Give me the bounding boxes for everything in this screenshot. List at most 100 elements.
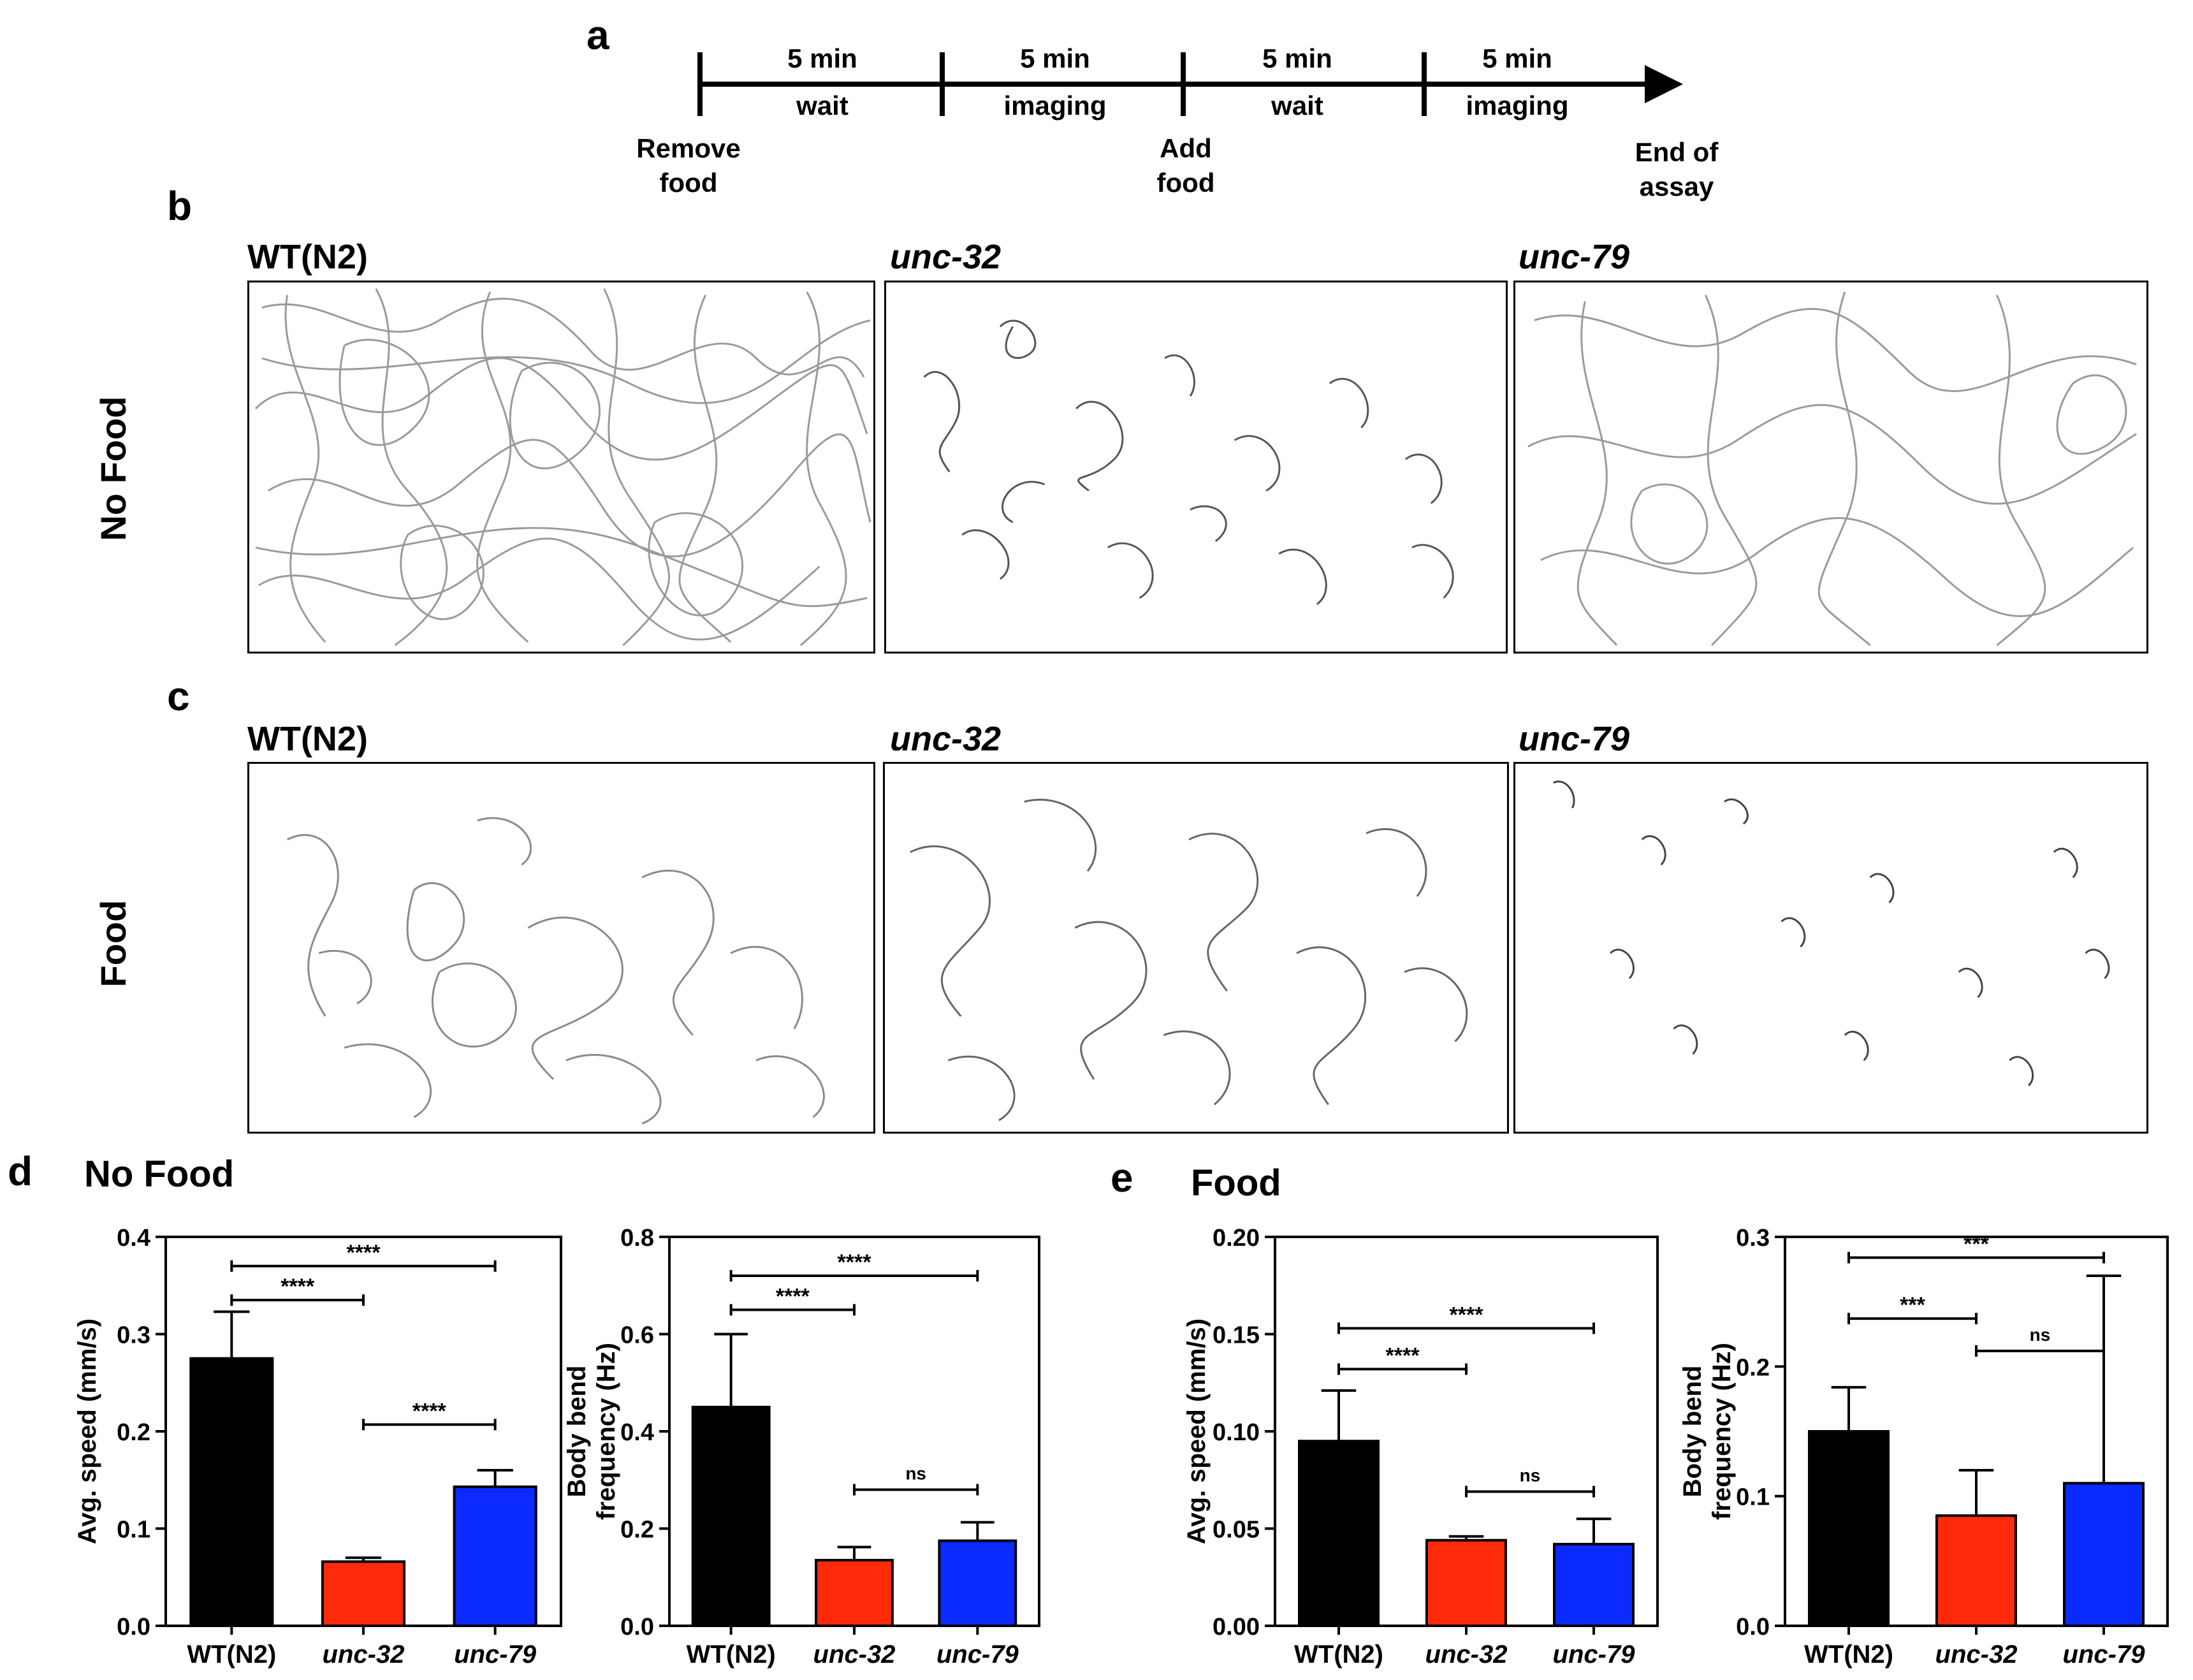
timeline-segment-1-duration: 5 min	[787, 43, 857, 73]
chart-e-bend: 0.0 0.1 0.2 0.3 Body bendfrequency (Hz) WT(N2…	[1679, 1218, 2187, 1677]
x-tick-label: unc-79	[454, 1640, 537, 1669]
bar-WT(N2)	[691, 1405, 771, 1627]
y-tick-label: 0.1	[117, 1517, 150, 1544]
bar-WT(N2)	[1808, 1430, 1890, 1627]
worm-tracks-sparse	[923, 319, 1454, 605]
chart-d-bend: 0.0 0.2 0.4 0.6 0.8 Body bendfrequency (Hz) WT…	[563, 1218, 1058, 1677]
bar-unc-32	[1425, 1538, 1507, 1627]
bar-unc-79	[1553, 1542, 1635, 1627]
significance-label: ****	[1450, 1303, 1484, 1327]
panel-label-c: c	[167, 673, 190, 719]
y-tick-label: 0.15	[1213, 1322, 1260, 1349]
significance-label: ***	[1900, 1293, 1925, 1317]
timeline-segment-1-label: wait	[796, 91, 849, 121]
chart-d-speed: 0.0 0.1 0.2 0.3 0.4 Avg. speed (mm/s) WT(N2) un…	[70, 1218, 580, 1677]
chart-e-speed: 0.00 0.05 0.10 0.15 0.20 Avg. speed (mm/s) WT(…	[1179, 1218, 1677, 1677]
bar-unc-79	[938, 1539, 1017, 1627]
section-title-no-food: No Food	[84, 1153, 235, 1195]
bar-unc-79	[2063, 1482, 2145, 1628]
significance-label: ****	[1386, 1343, 1420, 1368]
x-tick-label: unc-32	[323, 1640, 405, 1669]
y-axis-label: Body bendfrequency (Hz)	[1679, 1343, 1736, 1520]
x-tick-label: WT(N2)	[1804, 1640, 1893, 1669]
x-tick-label: unc-32	[1425, 1640, 1508, 1669]
significance-label: ns	[2030, 1325, 2051, 1345]
y-tick-label: 0.0	[1736, 1614, 1770, 1640]
timeline-event-add-food: Add food	[1156, 133, 1215, 198]
panel-label-e: e	[1111, 1155, 1133, 1201]
panel-label-d: d	[8, 1148, 33, 1194]
row-label-food: Food	[93, 900, 133, 988]
bar-WT(N2)	[189, 1357, 274, 1627]
timeline-arrow	[697, 52, 1683, 116]
timeline-segment-4-label: imaging	[1466, 91, 1569, 121]
bar-WT(N2)	[1298, 1440, 1380, 1627]
y-tick-label: 0.05	[1213, 1517, 1260, 1544]
significance-label: ns	[1520, 1466, 1541, 1486]
worm-tracks-medium	[910, 798, 1468, 1121]
track-image-wt-food	[247, 762, 875, 1134]
significance-label: ***	[1963, 1232, 1989, 1257]
y-tick-label: 0.8	[620, 1225, 654, 1252]
track-image-unc32-no-food	[884, 281, 1508, 654]
strain-label-unc32-b: unc-32	[890, 238, 1002, 276]
x-tick-label: unc-79	[2063, 1640, 2146, 1669]
strain-label-wt-b: WT(N2)	[247, 238, 368, 276]
timeline-segment-4-duration: 5 min	[1482, 43, 1552, 73]
y-axis-label: Body bendfrequency (Hz)	[563, 1343, 620, 1520]
strain-label-wt-c: WT(N2)	[247, 720, 368, 758]
chart-svg: 0.0 0.1 0.2 0.3 Body bendfrequency (Hz) WT(N2…	[1679, 1225, 2169, 1669]
x-tick-label: WT(N2)	[1294, 1640, 1383, 1669]
significance-label: ns	[905, 1464, 926, 1484]
worm-tracks-sparse	[1552, 780, 2110, 1086]
timeline-segment-2-label: imaging	[1003, 91, 1107, 121]
x-tick-label: unc-79	[936, 1640, 1019, 1669]
y-tick-label: 0.1	[1736, 1484, 1770, 1511]
track-image-unc79-no-food	[1513, 281, 2148, 654]
y-tick-label: 0.3	[1736, 1225, 1770, 1252]
y-tick-label: 0.0	[117, 1614, 150, 1640]
significance-label: ****	[776, 1284, 810, 1308]
timeline-event-remove-food: Remove food	[636, 133, 741, 198]
timeline-event-end-of-assay: End of assay	[1635, 137, 1719, 201]
y-tick-label: 0.0	[620, 1614, 654, 1640]
y-tick-label: 0.3	[117, 1322, 150, 1349]
y-tick-label: 0.2	[1736, 1354, 1770, 1381]
worm-tracks-medium	[1527, 291, 2137, 646]
y-tick-label: 0.4	[620, 1419, 654, 1446]
row-label-no-food: No Food	[93, 396, 133, 541]
strain-label-unc32-c: unc-32	[890, 720, 1002, 758]
y-tick-label: 0.4	[117, 1225, 150, 1252]
section-title-food: Food	[1191, 1162, 1281, 1204]
strain-label-unc79-b: unc-79	[1519, 238, 1630, 276]
x-tick-label: unc-79	[1553, 1640, 1636, 1669]
worm-tracks-dense	[254, 288, 871, 646]
x-tick-label: unc-32	[1935, 1640, 2018, 1669]
significance-label: ****	[838, 1250, 872, 1275]
chart-svg: 0.0 0.2 0.4 0.6 0.8 Body bendfrequency (Hz) WT…	[563, 1225, 1040, 1669]
x-tick-label: WT(N2)	[687, 1640, 776, 1669]
significance-label: ****	[347, 1241, 381, 1265]
y-tick-label: 0.00	[1213, 1614, 1260, 1640]
x-tick-label: unc-32	[813, 1640, 896, 1669]
y-tick-label: 0.20	[1213, 1225, 1260, 1252]
bar-unc-32	[1935, 1514, 2017, 1627]
x-tick-label: WT(N2)	[187, 1640, 276, 1669]
y-tick-label: 0.2	[117, 1419, 150, 1446]
timeline-segment-2-duration: 5 min	[1020, 43, 1090, 73]
y-tick-label: 0.6	[620, 1322, 654, 1349]
y-axis-label: Avg. speed (mm/s)	[1183, 1318, 1211, 1544]
significance-label: ****	[280, 1275, 315, 1299]
strain-label-unc79-c: unc-79	[1519, 720, 1630, 758]
track-image-wt-no-food	[247, 281, 875, 654]
worm-tracks-medium	[286, 817, 825, 1125]
significance-label: ****	[412, 1399, 447, 1423]
panel-label-b: b	[167, 183, 193, 229]
track-image-unc79-food	[1513, 762, 2148, 1134]
bar-unc-79	[453, 1485, 537, 1627]
panel-label-a: a	[586, 12, 609, 58]
y-tick-label: 0.2	[620, 1517, 654, 1544]
track-image-unc32-food	[883, 762, 1509, 1134]
timeline-segment-3-duration: 5 min	[1262, 43, 1332, 73]
timeline-segment-3-label: wait	[1271, 91, 1323, 121]
